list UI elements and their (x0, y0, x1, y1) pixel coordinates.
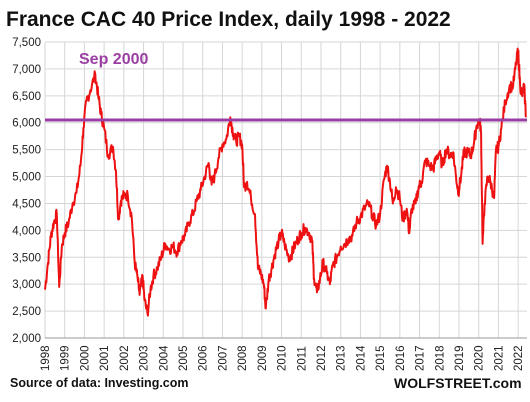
chart-title: France CAC 40 Price Index, daily 1998 - … (6, 8, 451, 31)
x-tick-label: 2002 (119, 345, 131, 371)
y-tick-label: 4,500 (12, 198, 41, 210)
x-tick-label: 2013 (336, 345, 348, 371)
x-tick-label: 2006 (198, 345, 210, 371)
y-axis-ticks: 2,000 2,500 3,000 3,500 4,000 4,500 5,000 5,500… (12, 37, 41, 345)
y-tick-label: 6,500 (12, 91, 41, 103)
x-tick-label: 2010 (277, 345, 289, 371)
x-tick-label: 1998 (40, 345, 52, 371)
x-tick-label: 1999 (60, 345, 72, 371)
source-note: Source of data: Investing.com (10, 376, 189, 390)
y-tick-label: 7,500 (12, 37, 41, 49)
x-tick-label: 2003 (139, 345, 151, 371)
series-layer (44, 47, 527, 317)
x-tick-label: 2008 (237, 345, 249, 371)
x-tick-label: 2007 (217, 345, 229, 371)
grid-lines (44, 41, 527, 339)
x-tick-label: 2012 (316, 345, 328, 371)
x-tick-label: 2019 (454, 345, 466, 371)
x-tick-label: 2015 (375, 345, 387, 371)
x-tick-label: 2020 (474, 345, 486, 371)
x-tick-label: 2001 (99, 345, 111, 371)
x-tick-label: 2011 (296, 346, 308, 371)
y-tick-label: 5,500 (12, 145, 41, 157)
y-tick-label: 3,500 (12, 252, 41, 264)
x-axis-ticks: 1998 1999 2000 2001 2002 2003 2004 2005 2006 2007… (40, 345, 525, 371)
brand-label: WOLFSTREET.com (394, 375, 522, 391)
x-tick-label: 2016 (395, 345, 407, 371)
y-tick-label: 4,000 (12, 225, 41, 237)
x-tick-label: 2000 (79, 345, 91, 371)
y-tick-label: 2,500 (12, 306, 41, 318)
y-tick-label: 3,000 (12, 279, 41, 291)
y-tick-label: 2,000 (12, 333, 41, 345)
x-tick-label: 2021 (493, 345, 505, 371)
x-tick-label: 2017 (415, 345, 427, 371)
y-tick-label: 7,000 (12, 64, 41, 76)
series-line (44, 47, 527, 317)
x-tick-label: 2009 (257, 345, 269, 371)
x-tick-label: 2004 (158, 345, 170, 371)
x-tick-label: 2014 (355, 345, 367, 371)
x-tick-label: 2018 (434, 345, 446, 371)
x-tick-label: 2005 (178, 345, 190, 371)
y-tick-label: 6,000 (12, 118, 41, 130)
x-tick-label: 2022 (513, 345, 525, 371)
y-tick-label: 5,000 (12, 172, 41, 184)
reference-line-label: Sep 2000 (79, 51, 148, 68)
